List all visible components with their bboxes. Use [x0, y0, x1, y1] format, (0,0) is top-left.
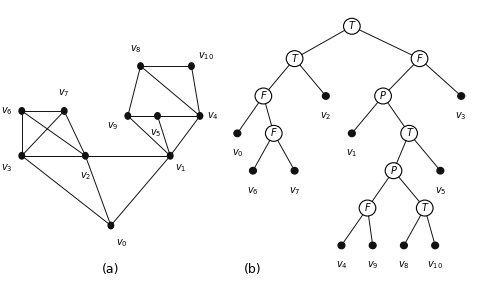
Text: $v_{1}$: $v_{1}$ [346, 147, 358, 159]
Text: $v_{0}$: $v_{0}$ [116, 237, 127, 249]
Circle shape [375, 88, 391, 104]
Circle shape [255, 88, 272, 104]
Circle shape [155, 113, 161, 119]
Text: $v_{3}$: $v_{3}$ [1, 162, 13, 174]
Text: $v_{5}$: $v_{5}$ [435, 185, 446, 196]
Circle shape [359, 200, 376, 216]
Text: $v_{2}$: $v_{2}$ [80, 170, 91, 182]
Text: (a): (a) [102, 263, 120, 276]
Text: F: F [261, 91, 266, 101]
Text: $v_{10}$: $v_{10}$ [198, 50, 214, 62]
Circle shape [338, 242, 345, 249]
Text: $v_{3}$: $v_{3}$ [455, 110, 467, 122]
Circle shape [61, 108, 67, 114]
Circle shape [416, 200, 433, 216]
Text: F: F [417, 54, 422, 64]
Text: $v_{4}$: $v_{4}$ [335, 260, 348, 271]
Circle shape [138, 63, 143, 69]
Circle shape [234, 130, 241, 137]
Circle shape [401, 242, 407, 249]
Text: T: T [349, 21, 355, 31]
Circle shape [197, 113, 203, 119]
Circle shape [250, 168, 256, 174]
Text: $v_{5}$: $v_{5}$ [149, 127, 161, 139]
Text: $v_{6}$: $v_{6}$ [247, 185, 259, 196]
Circle shape [385, 163, 402, 179]
Text: $v_{7}$: $v_{7}$ [58, 88, 70, 99]
Text: F: F [271, 128, 277, 138]
Circle shape [401, 125, 417, 141]
Text: $v_{9}$: $v_{9}$ [107, 120, 119, 132]
Text: T: T [406, 128, 412, 138]
Circle shape [125, 113, 131, 119]
Text: P: P [390, 166, 396, 176]
Text: $v_{9}$: $v_{9}$ [367, 260, 378, 271]
Text: P: P [380, 91, 386, 101]
Text: $v_{4}$: $v_{4}$ [207, 110, 218, 122]
Circle shape [411, 51, 428, 67]
Text: F: F [365, 203, 370, 213]
Circle shape [82, 153, 88, 159]
Circle shape [458, 93, 465, 99]
Circle shape [322, 93, 329, 99]
Circle shape [108, 222, 114, 229]
Text: $v_{2}$: $v_{2}$ [320, 110, 332, 122]
Circle shape [167, 153, 173, 159]
Text: $v_{8}$: $v_{8}$ [398, 260, 410, 271]
Circle shape [19, 108, 25, 114]
Text: $v_{6}$: $v_{6}$ [1, 105, 13, 117]
Text: T: T [422, 203, 428, 213]
Circle shape [291, 168, 298, 174]
Text: $v_{1}$: $v_{1}$ [175, 162, 187, 174]
Text: $v_{8}$: $v_{8}$ [131, 43, 142, 55]
Circle shape [188, 63, 194, 69]
Circle shape [266, 125, 282, 141]
Text: $v_{10}$: $v_{10}$ [427, 260, 443, 271]
Circle shape [369, 242, 376, 249]
Circle shape [432, 242, 439, 249]
Text: $v_{7}$: $v_{7}$ [289, 185, 300, 196]
Circle shape [286, 51, 303, 67]
Circle shape [348, 130, 355, 137]
Circle shape [437, 168, 444, 174]
Text: $v_{0}$: $v_{0}$ [231, 147, 243, 159]
Text: (b): (b) [244, 263, 262, 276]
Circle shape [344, 18, 360, 34]
Text: T: T [292, 54, 297, 64]
Circle shape [19, 153, 25, 159]
